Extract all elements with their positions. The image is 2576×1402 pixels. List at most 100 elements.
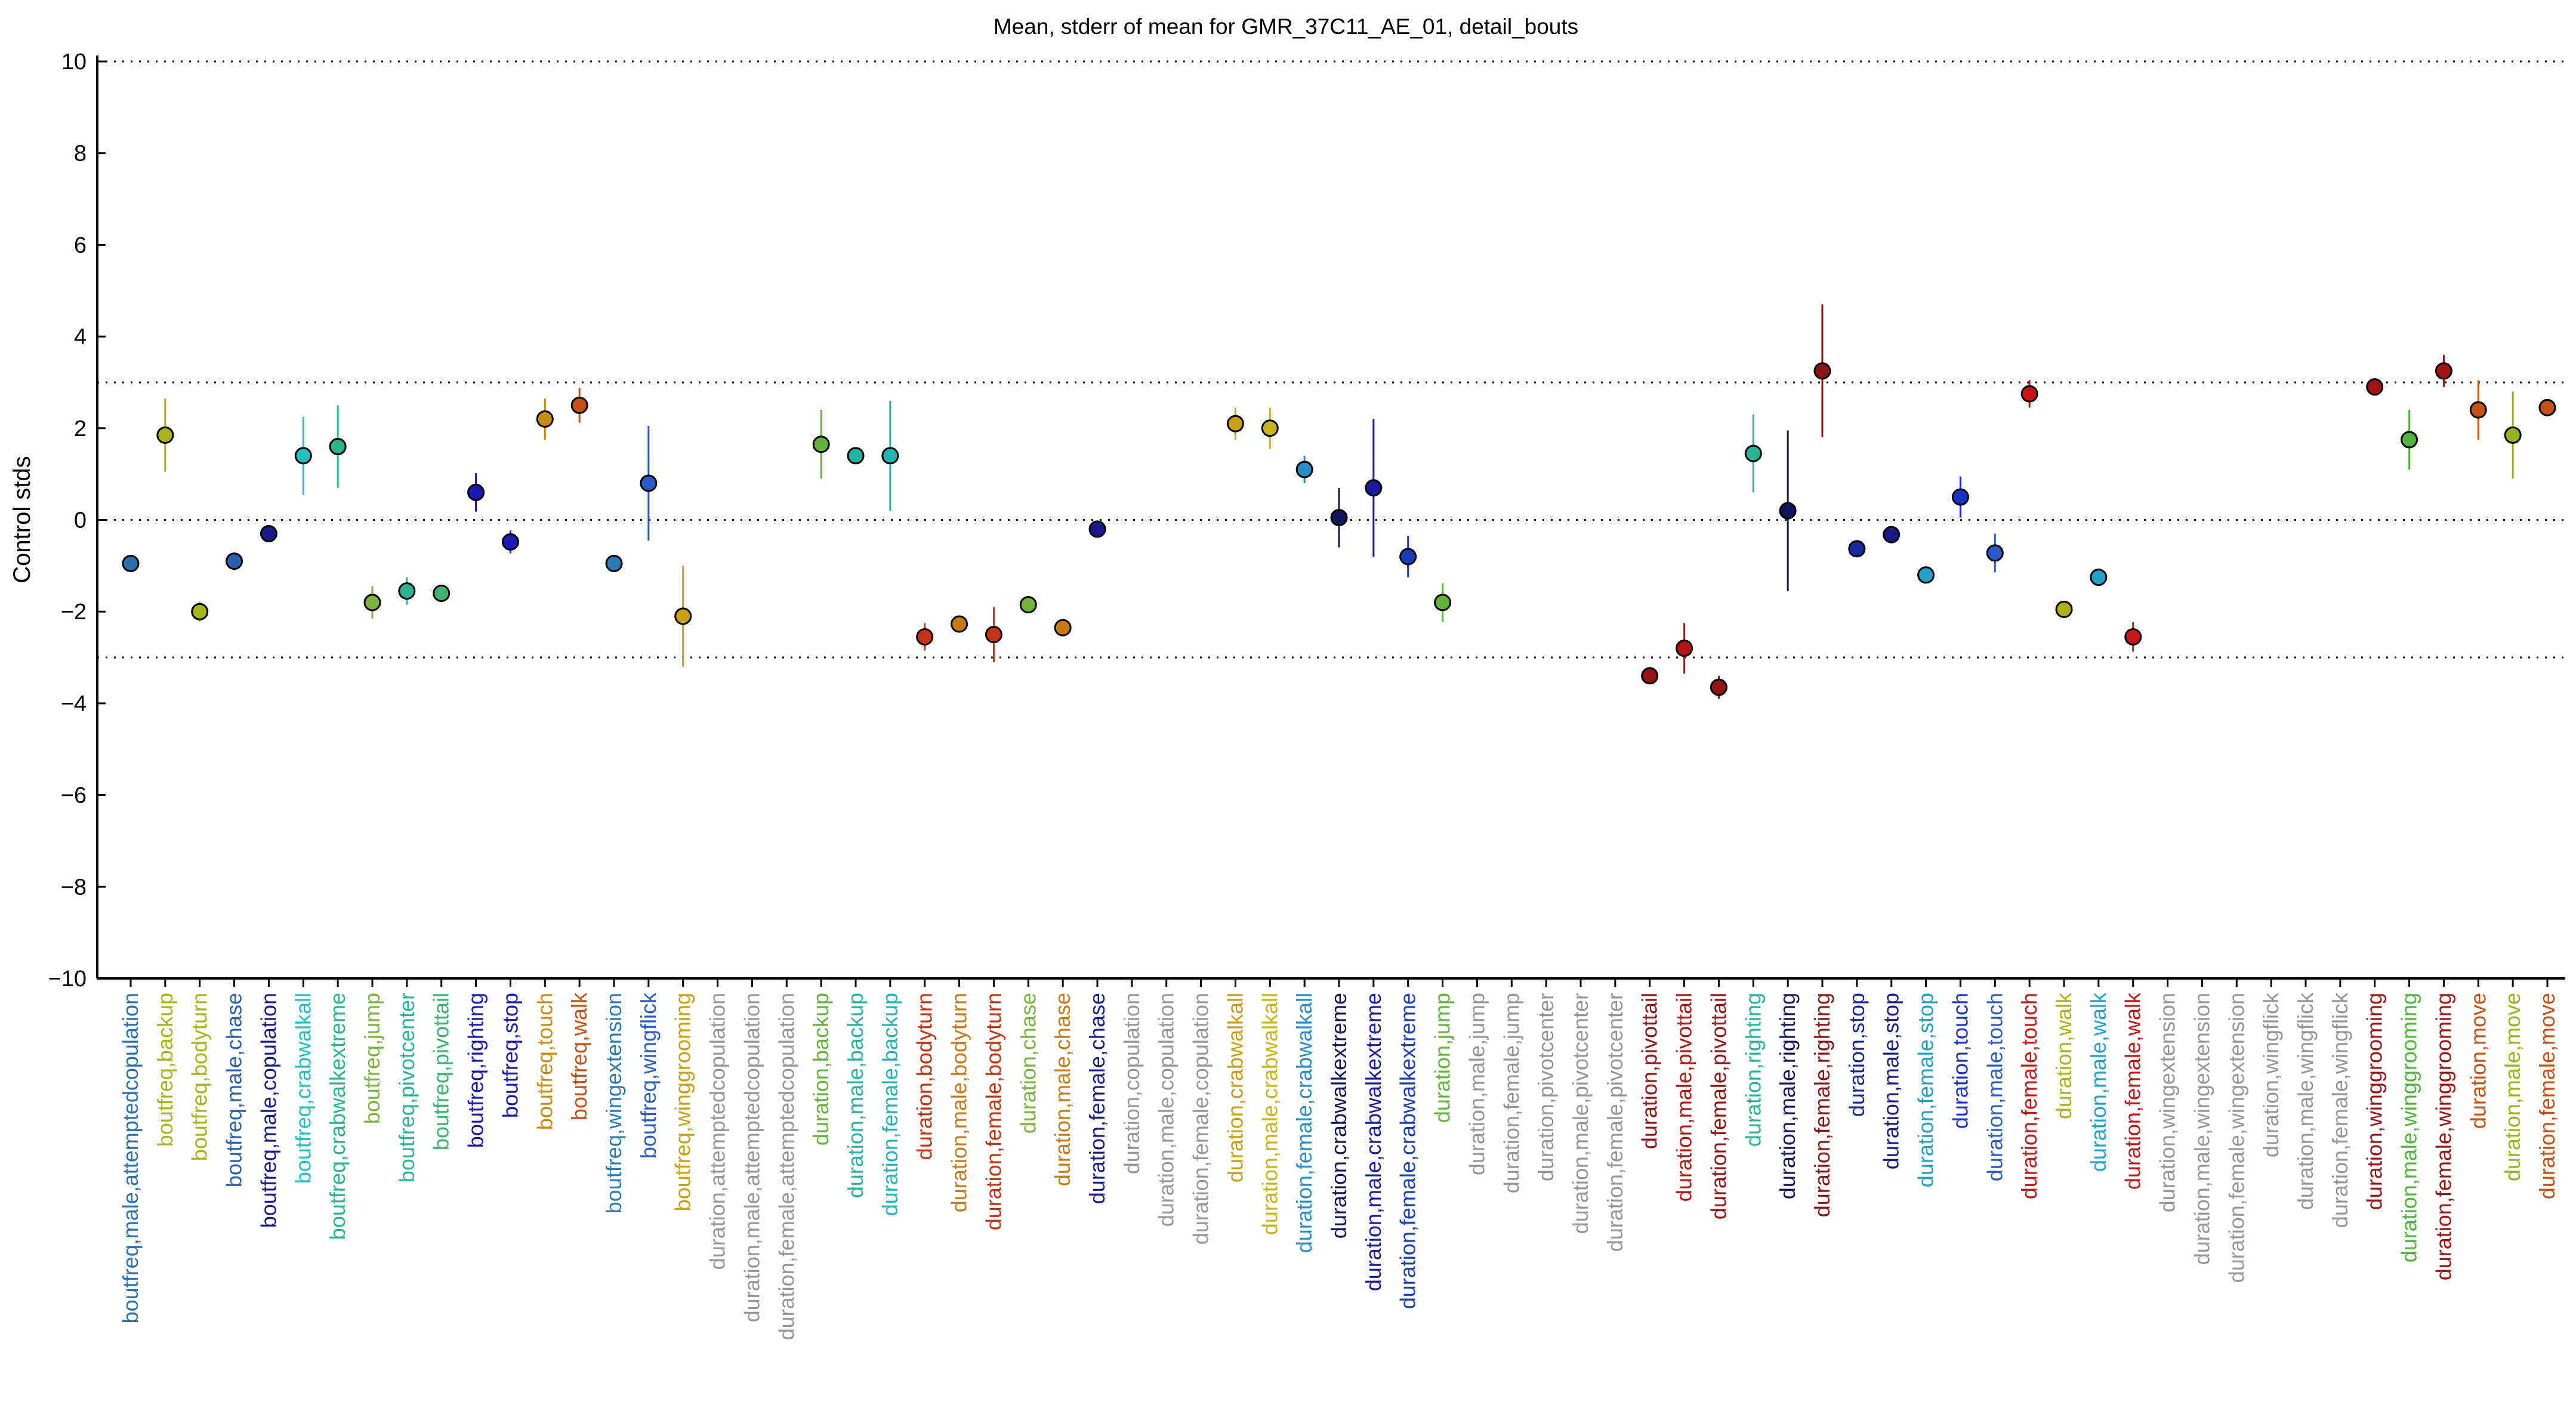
- x-tick-label: duration,male,bodyturn: [947, 993, 971, 1212]
- y-tick-label: −8: [61, 875, 87, 900]
- x-tick-label: duration,male,pivottail: [1672, 993, 1696, 1202]
- data-point: [1951, 488, 1969, 506]
- x-tick-label: duration,male,pivotcenter: [1568, 993, 1593, 1234]
- x-tick-label: boutfreq,crabwalkextreme: [325, 993, 350, 1240]
- data-point: [570, 396, 588, 414]
- x-tick-label: boutfreq,male,copulation: [256, 993, 280, 1228]
- x-tick-label: boutfreq,stop: [498, 993, 522, 1118]
- data-point: [398, 582, 416, 600]
- y-tick-label: 4: [74, 325, 87, 350]
- x-tick-label: duration,female,jump: [1499, 993, 1523, 1193]
- x-tick-label: duration,male,walk: [2086, 992, 2111, 1172]
- data-point: [1226, 415, 1244, 433]
- x-tick-label: duration,male,attemptedcopulation: [739, 993, 764, 1322]
- data-point: [122, 555, 140, 573]
- x-tick-label: duration,male,crabwalkextreme: [1361, 993, 1386, 1291]
- x-tick-label: duration,backup: [809, 993, 833, 1145]
- data-point: [191, 603, 209, 620]
- y-tick-label: −2: [61, 600, 87, 625]
- data-point: [2469, 401, 2487, 419]
- data-point: [1641, 667, 1659, 685]
- x-tick-label: duration,female,bodyturn: [981, 993, 1005, 1230]
- y-tick-label: 0: [74, 508, 87, 533]
- x-tick-label: duration,male,winggrooming: [2397, 993, 2421, 1262]
- data-point: [467, 483, 485, 501]
- y-tick-label: 8: [74, 141, 87, 166]
- x-tick-label: duration,female,crabwalkextreme: [1396, 993, 1420, 1309]
- x-tick-label: duration,winggrooming: [2362, 993, 2387, 1210]
- data-point: [1986, 544, 2004, 562]
- data-point: [1088, 520, 1106, 538]
- data-point: [329, 438, 347, 456]
- data-point: [640, 474, 658, 492]
- x-tick-label: duration,crabwalkall: [1223, 993, 1247, 1182]
- data-point: [1813, 362, 1831, 380]
- y-tick-label: −6: [61, 783, 87, 808]
- data-point: [363, 594, 381, 612]
- x-tick-label: duration,chase: [1016, 993, 1040, 1134]
- x-tick-label: boutfreq,male,chase: [222, 993, 246, 1187]
- x-tick-label: duration,righting: [1741, 993, 1765, 1147]
- y-tick-label: 10: [61, 50, 87, 75]
- chart-title: Mean, stderr of mean for GMR_37C11_AE_01…: [994, 14, 1578, 39]
- data-point: [1261, 419, 1279, 437]
- x-tick-label: duration,wingextension: [2155, 993, 2180, 1212]
- x-tick-label: duration,male,stop: [1879, 993, 1904, 1169]
- x-tick-label: duration,male,crabwalkall: [1257, 993, 1282, 1235]
- x-axis-ticks: boutfreq,male,attemptedcopulation boutfre…: [118, 978, 2559, 1340]
- x-tick-label: duration,female,attemptedcopulation: [774, 993, 798, 1340]
- data-point: [1330, 509, 1348, 527]
- x-tick-label: boutfreq,backup: [153, 993, 177, 1147]
- data-point: [294, 447, 312, 465]
- x-tick-label: boutfreq,bodyturn: [187, 993, 212, 1161]
- y-axis-label: Control stds: [9, 456, 35, 583]
- x-tick-label: duration,move: [2466, 993, 2490, 1129]
- data-point: [1365, 479, 1383, 497]
- y-tick-label: 2: [74, 416, 87, 441]
- data-point: [1710, 678, 1727, 696]
- x-tick-label: duration,walk: [2051, 992, 2076, 1119]
- data-point: [433, 584, 451, 602]
- x-tick-label: boutfreq,jump: [360, 993, 384, 1124]
- data-point: [2504, 426, 2522, 444]
- data-point: [2020, 385, 2038, 403]
- data-point: [2124, 628, 2142, 646]
- x-tick-label: duration,female,backup: [878, 993, 902, 1216]
- x-tick-label: duration,female,move: [2535, 993, 2559, 1199]
- data-markers: [122, 362, 2556, 696]
- x-tick-label: duration,female,wingflick: [2328, 992, 2352, 1228]
- x-tick-label: boutfreq,pivotcenter: [394, 993, 419, 1182]
- x-tick-label: duration,female,chase: [1085, 993, 1109, 1204]
- x-tick-label: boutfreq,touch: [532, 993, 557, 1130]
- data-point: [2055, 600, 2073, 618]
- x-tick-label: duration,male,move: [2500, 993, 2525, 1181]
- data-point: [605, 555, 623, 573]
- x-tick-label: duration,pivottail: [1637, 993, 1662, 1149]
- x-tick-label: duration,attemptedcopulation: [705, 993, 730, 1270]
- x-tick-label: duration,female,pivotcenter: [1603, 993, 1627, 1252]
- x-tick-label: boutfreq,wingextension: [601, 993, 626, 1213]
- y-tick-label: 6: [74, 233, 87, 258]
- x-tick-label: duration,female,touch: [2017, 993, 2041, 1199]
- data-point: [501, 533, 519, 551]
- x-tick-label: duration,female,copulation: [1189, 993, 1213, 1244]
- x-tick-label: duration,male,touch: [1982, 993, 2007, 1181]
- data-point: [985, 626, 1002, 644]
- data-point: [2090, 569, 2108, 586]
- data-point: [1676, 640, 1693, 657]
- x-tick-label: duration,touch: [1948, 993, 1972, 1129]
- data-point: [812, 436, 830, 453]
- data-point: [881, 447, 899, 465]
- x-tick-label: duration,female,stop: [1914, 993, 1938, 1187]
- data-point: [674, 607, 692, 625]
- data-point: [951, 615, 968, 633]
- x-tick-label: duration,female,walk: [2121, 992, 2145, 1190]
- x-tick-label: duration,crabwalkextreme: [1326, 993, 1351, 1239]
- data-point: [2435, 362, 2452, 380]
- data-point: [847, 447, 865, 465]
- x-tick-label: duration,jump: [1430, 993, 1455, 1123]
- x-tick-label: duration,bodyturn: [912, 993, 937, 1160]
- x-tick-label: duration,stop: [1844, 993, 1869, 1117]
